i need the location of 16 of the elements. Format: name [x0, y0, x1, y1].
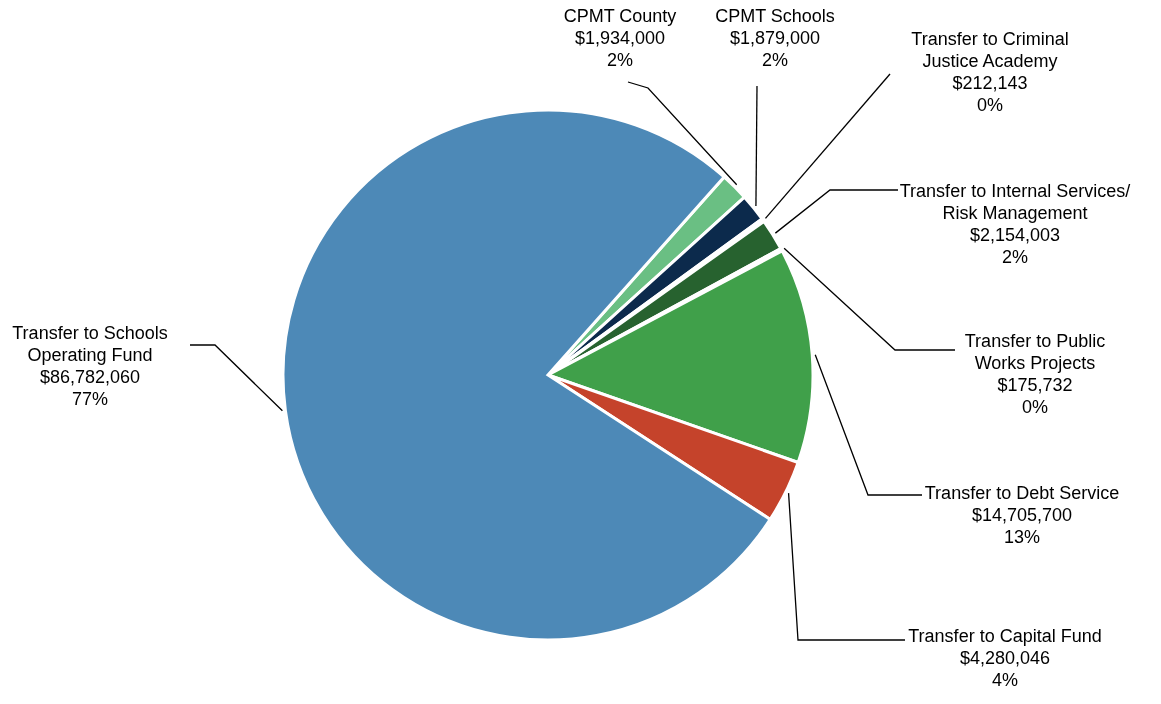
data-label: $212,143 0%	[952, 73, 1028, 115]
data-label: $175,732 0%	[997, 375, 1073, 417]
slice-label: Transfer to Schools Operating Fund	[12, 323, 168, 365]
slice-label: CPMT County	[563, 6, 677, 26]
slice-label: Transfer to Public Works Projects	[964, 331, 1106, 373]
data-label: $4,280,046 4%	[959, 648, 1051, 690]
slice-label: Transfer to Debt Service	[924, 483, 1120, 503]
slice-label: CPMT Schools	[715, 6, 835, 26]
data-label: $2,154,003 2%	[969, 225, 1061, 267]
data-label: $1,879,000 2%	[729, 28, 821, 70]
data-label: $86,782,060 77%	[39, 367, 141, 409]
data-label: $14,705,700 13%	[971, 505, 1073, 547]
slice-label: Transfer to Internal Services/ Risk Management	[899, 181, 1131, 223]
slice-label: Transfer to Capital Fund	[908, 626, 1102, 646]
slice-label: Transfer to Criminal Justice Academy	[911, 29, 1069, 71]
data-label: $1,934,000 2%	[574, 28, 666, 70]
